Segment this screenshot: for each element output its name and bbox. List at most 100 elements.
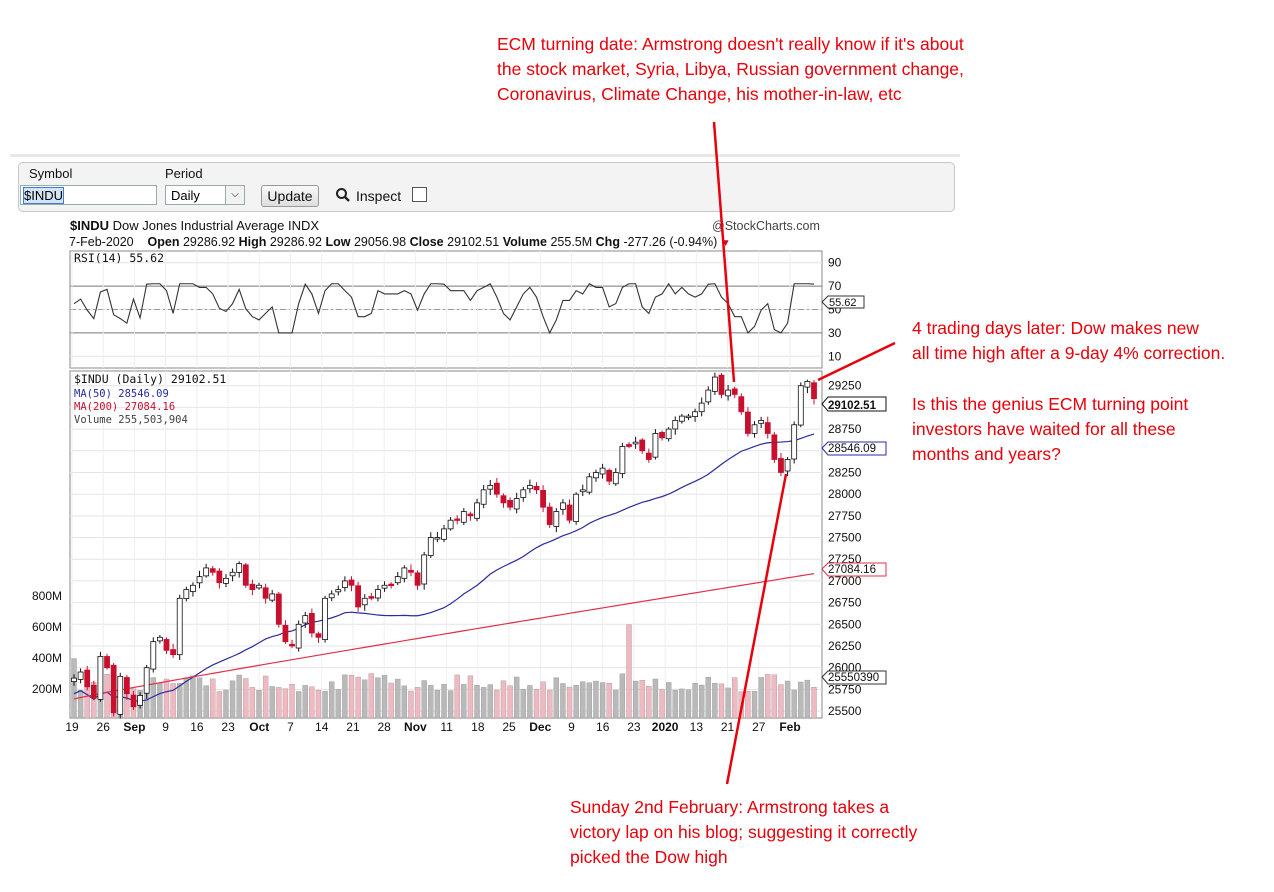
volume-bar [811, 687, 817, 719]
volume-bar [461, 684, 467, 719]
x-tick-label: 2020 [652, 720, 679, 734]
annotation-right-2: Is this the genius ECM turning point inv… [912, 394, 1189, 464]
candle-body [388, 583, 395, 587]
volume-bar [395, 678, 401, 719]
chart-symbol: $INDU [70, 218, 110, 233]
candle-body [203, 567, 210, 577]
period-select[interactable]: Daily ⌵ [165, 185, 245, 205]
inspect-checkbox[interactable] [412, 187, 427, 202]
price-tick-label: 28000 [828, 487, 862, 501]
volume-bar [249, 687, 256, 719]
volume-bar [216, 691, 223, 719]
price-tick-label: 25750 [828, 682, 862, 696]
candle-body [427, 537, 434, 556]
volume-bar [586, 682, 593, 719]
close-value: 29102.51 [447, 235, 500, 249]
x-tick-label: 21 [346, 720, 360, 734]
volume-tag-value: 25550390 [828, 672, 879, 684]
candle-body [797, 385, 804, 426]
candle-body [487, 485, 494, 490]
x-tick-label: Sep [123, 720, 145, 734]
chart-title: $INDU Dow Jones Industrial Average INDX [70, 218, 319, 233]
close-tag: 29102.51 [821, 396, 887, 412]
candle-body [533, 485, 540, 491]
candle-body [546, 506, 553, 525]
volume-bar [77, 690, 84, 719]
volume-bar [236, 674, 242, 719]
x-tick-label: 14 [315, 720, 329, 734]
volume-bar [428, 685, 434, 719]
candle-body [526, 485, 533, 490]
volume-bar [262, 675, 269, 719]
candle-body [586, 476, 593, 493]
volume-legend: Volume 255,503,904 [74, 414, 188, 426]
volume-bar [705, 676, 711, 719]
down-arrow-icon: ▼ [720, 238, 731, 249]
candle-body [718, 374, 725, 395]
volume-bar [190, 675, 196, 719]
chg-label: Chg [595, 235, 620, 249]
period-label: Period [165, 166, 203, 181]
volume-bar [692, 682, 698, 719]
candle-body [421, 554, 428, 585]
candle-body [454, 518, 461, 521]
candle-body [156, 636, 163, 642]
candle-body [513, 498, 520, 510]
chevron-down-icon[interactable]: ⌵ [225, 186, 244, 204]
volume-bar [447, 690, 454, 719]
close-label: Close [409, 235, 444, 249]
rsi-tick-label: 70 [828, 279, 842, 293]
volume-bar [210, 678, 216, 719]
price-tick-label: 29250 [828, 379, 862, 393]
candle-body [150, 641, 157, 670]
ma200-legend: MA(200) 27084.16 [74, 401, 175, 413]
candle-body [711, 376, 718, 392]
volume-bar [659, 689, 665, 719]
volume-bar [553, 677, 559, 719]
candle-body [659, 431, 665, 439]
price-tick-label: 27000 [828, 574, 862, 588]
volume-bar [157, 683, 163, 719]
x-tick-label: 26 [97, 720, 111, 734]
candle-body [764, 422, 771, 434]
volume-bar [474, 685, 480, 719]
ma50-line [73, 433, 815, 703]
volume-bar [751, 691, 758, 719]
candle-body [751, 424, 758, 434]
x-tick-label: 11 [440, 720, 453, 734]
volume-bar [665, 682, 672, 719]
candle-body [401, 567, 408, 579]
volume-bar [302, 685, 308, 719]
volume-bar [580, 681, 586, 719]
candle-body [520, 489, 527, 498]
price-tick-label: 26250 [828, 639, 862, 653]
candle-body [460, 511, 467, 523]
candle-body [434, 537, 441, 540]
candle-body [163, 639, 170, 651]
volume-bar [177, 683, 183, 719]
low-label: Low [325, 235, 351, 249]
symbol-input[interactable]: $INDU [20, 185, 157, 205]
volume-bar [329, 681, 335, 719]
price-tick-label: 27750 [828, 509, 862, 523]
volume-bar [758, 677, 764, 719]
candle-body [778, 458, 784, 473]
close-tag-value: 29102.51 [828, 400, 877, 412]
update-button[interactable]: Update [261, 185, 319, 207]
candles [71, 372, 817, 719]
candle-body [632, 441, 639, 445]
volume-bar [282, 688, 289, 719]
rsi-tick-label: 90 [828, 256, 842, 270]
x-tick-label: 16 [596, 720, 610, 734]
candle-body [282, 624, 289, 643]
candle-body [190, 584, 196, 592]
candle-body [183, 589, 190, 600]
candle-body [540, 490, 547, 508]
volume-bar [375, 677, 381, 719]
arrow-bottom [725, 473, 788, 785]
volume-bar [725, 687, 731, 719]
volume-bar [441, 684, 447, 719]
volume-bar [71, 658, 77, 719]
volume-bar [269, 686, 275, 719]
candle-body [606, 469, 613, 482]
